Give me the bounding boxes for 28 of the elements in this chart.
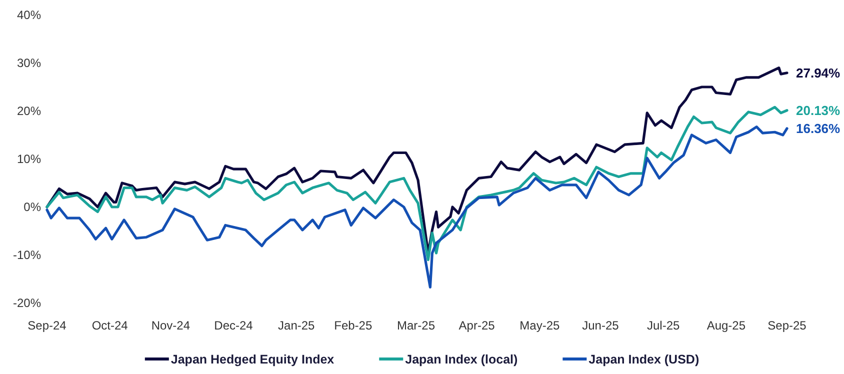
x-tick-label: Aug-25 bbox=[706, 318, 746, 333]
legend-label: Japan Hedged Equity Index bbox=[170, 352, 334, 366]
y-tick-label: 40% bbox=[16, 8, 42, 22]
x-tick-label: Jan-25 bbox=[278, 318, 316, 333]
x-tick-label: Apr-25 bbox=[458, 318, 496, 333]
x-tick-label: Sep-24 bbox=[28, 318, 67, 333]
x-tick-label: Nov-24 bbox=[151, 318, 190, 333]
x-tick-label: Sep-25 bbox=[768, 318, 807, 333]
x-tick-label: Feb-25 bbox=[334, 318, 372, 333]
x-tick-label: Jul-25 bbox=[646, 318, 680, 333]
y-tick-label: 10% bbox=[16, 152, 42, 166]
x-tick-label: Dec-24 bbox=[214, 318, 254, 333]
x-tick-label: Oct-24 bbox=[92, 318, 128, 333]
legend-label: Japan Index (USD) bbox=[588, 352, 700, 366]
data-label: 27.94% bbox=[796, 65, 841, 80]
x-tick-label: May-25 bbox=[520, 318, 560, 333]
data-label: 16.36% bbox=[796, 120, 841, 136]
y-tick-label: 20% bbox=[16, 104, 42, 118]
y-tick-label: 0% bbox=[24, 200, 42, 214]
data-label: 20.13% bbox=[796, 102, 841, 118]
y-tick-label: 30% bbox=[16, 56, 42, 70]
x-tick-label: Jun-25 bbox=[582, 318, 620, 333]
x-tick-label: Mar-25 bbox=[396, 318, 436, 333]
legend-label: Japan Index (local) bbox=[405, 352, 518, 366]
y-tick-label: -20% bbox=[12, 296, 42, 310]
line-series bbox=[46, 126, 788, 288]
y-tick-label: -10% bbox=[12, 248, 42, 262]
line-series bbox=[46, 106, 788, 262]
